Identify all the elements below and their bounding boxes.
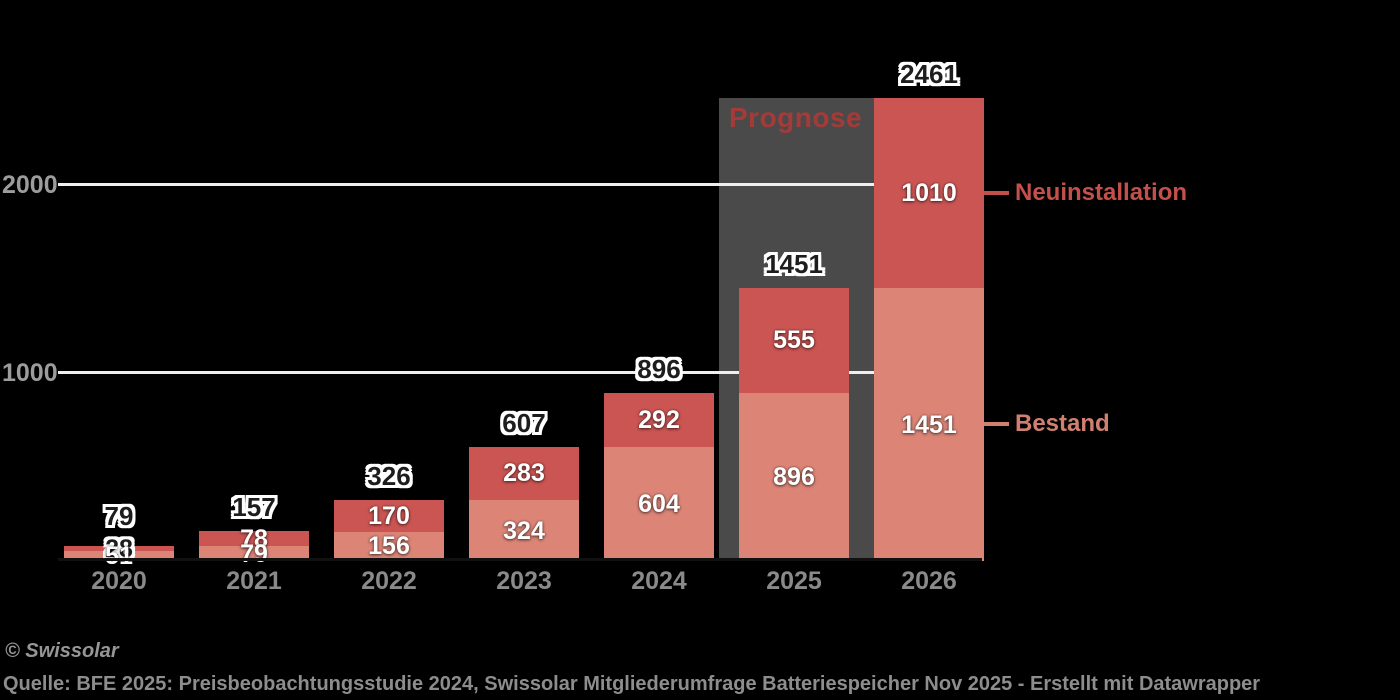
x-axis-label-2025: 2025: [766, 567, 822, 595]
segment-value-label: 1010: [901, 179, 957, 208]
gridline-2000: [58, 183, 982, 186]
bar-segment-neuinstallation: [199, 531, 309, 547]
bar-segment-bestand: [739, 392, 849, 561]
segment-value-label: 292: [638, 406, 680, 434]
segment-value-label: 555: [773, 326, 815, 355]
total-value-label: 326: [367, 460, 411, 491]
segment-value-label: 324: [503, 516, 545, 545]
x-axis-baseline: [58, 558, 982, 561]
legend-label-neuinstallation: Neuinstallation: [1015, 179, 1188, 206]
bar-segment-neuinstallation: [874, 98, 984, 289]
copyright-note: © Swissolar: [5, 640, 119, 662]
bar-segment-neuinstallation: [334, 499, 444, 532]
segment-value-label: 78: [240, 524, 268, 553]
total-value-label: 157: [232, 492, 276, 523]
y-axis-tick-2000: 2000: [2, 171, 58, 199]
bar-2020: [64, 546, 174, 561]
bar-segment-bestand: [469, 500, 579, 561]
legend-connector-neuinstallation: [984, 191, 1009, 195]
segment-value-label: 51: [105, 542, 133, 571]
bar-2021: [199, 531, 309, 561]
bar-2024: [604, 392, 714, 561]
bar-segment-neuinstallation: [469, 446, 579, 501]
total-value-label: 607: [502, 407, 546, 438]
x-axis-label-2020: 2020: [91, 567, 147, 595]
legend-label-bestand: Bestand: [1015, 410, 1110, 437]
x-axis-label-2024: 2024: [631, 567, 687, 595]
bar-segment-neuinstallation: [739, 288, 849, 393]
segment-value-label: 79: [240, 539, 268, 568]
bar-segment-bestand: [604, 447, 714, 561]
bar-segment-neuinstallation: [64, 546, 174, 552]
segment-value-label: 283: [503, 459, 545, 488]
gridline-1000: [58, 371, 982, 374]
segment-value-label: 604: [638, 490, 680, 519]
bar-segment-bestand: [64, 551, 174, 561]
bar-2025: [739, 288, 849, 561]
bar-2022: [334, 499, 444, 561]
total-value-label: 79: [104, 500, 134, 531]
segment-value-label: 156: [368, 532, 410, 561]
x-axis-label-2022: 2022: [361, 567, 417, 595]
x-axis-label-2026: 2026: [901, 567, 957, 595]
segment-value-label: 170: [368, 501, 410, 530]
x-axis-label-2023: 2023: [496, 567, 552, 595]
forecast-label: Prognose: [729, 102, 863, 133]
x-axis-label-2021: 2021: [226, 567, 282, 595]
legend-connector-bestand: [984, 422, 1009, 426]
segment-value-label: 896: [773, 462, 815, 491]
bar-segment-bestand: [199, 546, 309, 561]
bar-2023: [469, 446, 579, 561]
bar-2026: [874, 98, 984, 561]
y-axis-tick-1000: 1000: [2, 359, 58, 387]
total-value-label: 896: [637, 353, 681, 384]
bar-segment-bestand: [874, 288, 984, 561]
bar-segment-neuinstallation: [604, 392, 714, 448]
source-note: Quelle: BFE 2025: Preisbeobachtungsstudi…: [3, 673, 1261, 695]
total-value-label: 2461: [900, 59, 958, 90]
bar-segment-bestand: [334, 531, 444, 561]
segment-value-label: 1451: [901, 410, 957, 439]
total-value-label: 1451: [765, 249, 823, 280]
